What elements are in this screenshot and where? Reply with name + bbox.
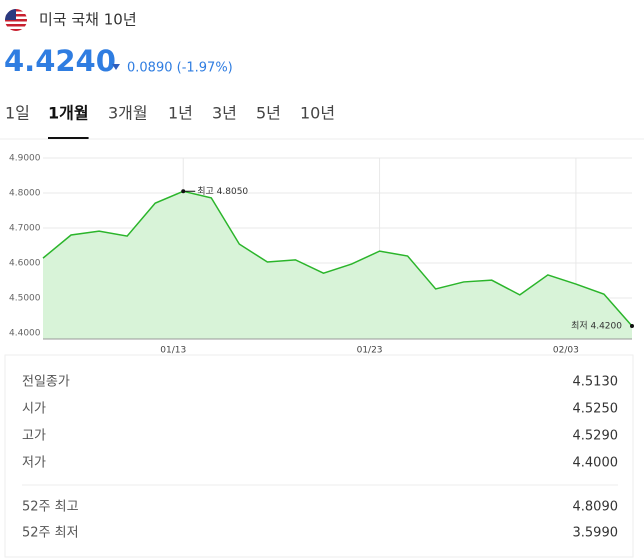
stat-label: 52주 최고: [22, 500, 79, 515]
low-dot: [630, 324, 634, 329]
stat-label: 52주 최저: [22, 526, 79, 541]
area-fill: [43, 191, 632, 339]
down-arrow: [112, 64, 120, 70]
stat-value: 4.5250: [573, 402, 619, 417]
y-tick-label: 4.9000: [9, 154, 41, 164]
stat-label: 전일종가: [22, 375, 70, 390]
x-tick-label: 01/13: [160, 346, 186, 356]
price: 4.4240: [4, 44, 116, 78]
y-tick-label: 4.4000: [9, 329, 41, 339]
price-line: [42, 190, 633, 327]
x-tick-label: 01/23: [357, 346, 383, 356]
period-tab[interactable]: 1일: [5, 104, 30, 123]
period-tab[interactable]: 3년: [212, 104, 237, 123]
stat-value: 4.4000: [573, 456, 619, 471]
stat-value: 3.5990: [573, 526, 619, 541]
stat-value: 4.5130: [573, 375, 619, 390]
stat-value: 4.5290: [573, 429, 619, 444]
y-tick-label: 4.5000: [9, 294, 41, 304]
y-tick-label: 4.6000: [9, 259, 41, 269]
period-tab[interactable]: 3개월: [108, 104, 148, 123]
stat-label: 고가: [22, 429, 46, 444]
x-tick-label: 02/03: [553, 346, 579, 356]
y-tick-label: 4.8000: [9, 189, 41, 199]
title: 미국 국채 10년: [39, 11, 137, 29]
price-change: 0.0890 (-1.97%): [127, 61, 233, 76]
period-tab[interactable]: 1년: [168, 104, 193, 123]
stat-label: 시가: [22, 402, 46, 417]
high-label: 최고 4.8050: [197, 186, 248, 197]
stat-label: 저가: [22, 456, 46, 471]
y-tick-label: 4.7000: [9, 224, 41, 234]
period-tab[interactable]: 5년: [256, 104, 281, 123]
stat-value: 4.8090: [573, 500, 619, 515]
low-label: 최저 4.4200: [571, 321, 622, 332]
stats-box: [4, 354, 634, 558]
flag: [5, 9, 27, 31]
period-tab[interactable]: 1개월: [48, 104, 89, 123]
period-tab[interactable]: 10년: [300, 104, 335, 123]
